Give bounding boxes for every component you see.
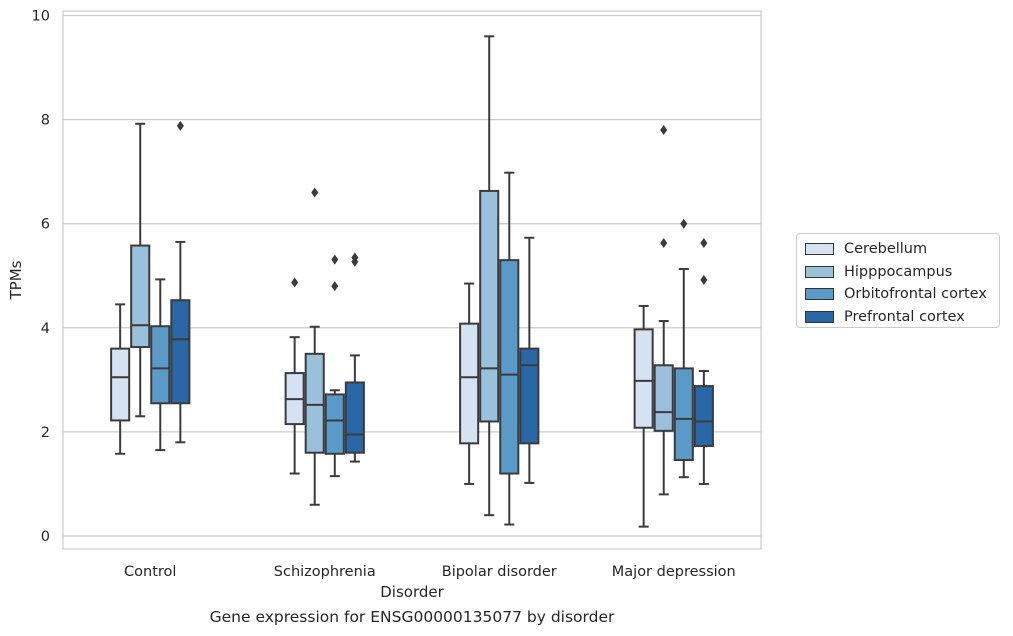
legend-label: Hipppocampus <box>844 263 953 280</box>
box-prefrontal-cortex <box>170 120 191 444</box>
outlier-point <box>700 237 708 248</box>
y-tick-label: 10 <box>32 9 50 25</box>
box-hipppocampus <box>304 187 325 506</box>
legend-swatch <box>805 310 834 323</box>
y-tick-labels: 0 2 4 6 8 10 <box>32 9 50 546</box>
box-iqr <box>499 259 520 475</box>
y-tick-label: 2 <box>41 425 50 441</box>
legend-item: Cerebellum <box>805 238 999 261</box>
box-orbitofrontal-cortex <box>150 278 171 452</box>
y-tick-label: 6 <box>41 217 50 233</box>
x-tick-labels: Control Schizophrenia Bipolar disorder Majo… <box>124 564 736 580</box>
box-iqr <box>130 244 151 349</box>
box-iqr <box>519 347 540 445</box>
legend-swatch <box>805 288 834 301</box>
outlier-point <box>311 187 319 198</box>
legend-item: Prefrontal cortex <box>805 306 999 329</box>
outlier-point <box>700 274 708 285</box>
box-iqr <box>304 352 325 454</box>
legend-item: Hipppocampus <box>805 261 999 284</box>
box-iqr <box>673 367 694 462</box>
x-tick-label: Major depression <box>612 564 736 580</box>
box-iqr <box>170 299 191 405</box>
legend-label: Prefrontal cortex <box>844 308 965 325</box>
box-prefrontal-cortex <box>519 236 540 484</box>
plot-area-frame <box>62 10 762 550</box>
box-cerebellum <box>459 282 480 485</box>
box-prefrontal-cortex <box>693 237 714 485</box>
grid-lines <box>63 14 761 537</box>
box-hipppocampus <box>653 125 674 496</box>
box-hipppocampus <box>479 35 500 517</box>
outlier-point <box>331 254 339 265</box>
outlier-point <box>660 237 668 248</box>
outlier-point <box>351 252 359 263</box>
outlier-point <box>291 277 299 288</box>
x-axis-title: Disorder <box>380 583 444 601</box>
x-tick-label: Control <box>124 564 176 580</box>
box-prefrontal-cortex <box>344 252 365 463</box>
box-orbitofrontal-cortex <box>499 171 520 526</box>
box-iqr <box>653 364 674 432</box>
y-tick-label: 8 <box>41 113 50 129</box>
outlier-point <box>331 281 339 292</box>
box-cerebellum <box>284 277 305 475</box>
legend-item: Orbitofrontal cortex <box>805 283 999 306</box>
box-iqr <box>110 347 131 422</box>
box-iqr <box>693 385 714 447</box>
legend-swatch <box>805 243 834 256</box>
y-tick-label: 4 <box>41 321 50 337</box>
box-orbitofrontal-cortex <box>324 254 345 478</box>
box-hipppocampus <box>130 122 151 418</box>
legend-swatch <box>805 265 834 278</box>
box-iqr <box>479 189 500 423</box>
y-axis-title: TPMs <box>7 260 25 300</box>
box-orbitofrontal-cortex <box>673 218 694 479</box>
box-iqr <box>344 381 365 454</box>
box-iqr <box>459 322 480 445</box>
outlier-point <box>680 218 688 229</box>
x-tick-label: Bipolar disorder <box>442 564 557 580</box>
outlier-point <box>660 125 668 136</box>
box-iqr <box>150 325 171 405</box>
chart-legend: Cerebellum Hipppocampus Orbitofrontal cort… <box>796 233 1000 328</box>
box-iqr <box>324 393 345 455</box>
outlier-point <box>176 120 184 131</box>
box-groups <box>110 35 714 528</box>
legend-label: Cerebellum <box>844 241 928 258</box>
box-iqr <box>633 328 654 429</box>
box-cerebellum <box>633 304 654 528</box>
legend-label: Orbitofrontal cortex <box>844 286 987 303</box>
chart-caption: Gene expression for ENSG00000135077 by d… <box>209 608 615 626</box>
x-tick-label: Schizophrenia <box>274 564 376 580</box>
y-tick-label: 0 <box>41 529 50 545</box>
box-cerebellum <box>110 303 131 455</box>
